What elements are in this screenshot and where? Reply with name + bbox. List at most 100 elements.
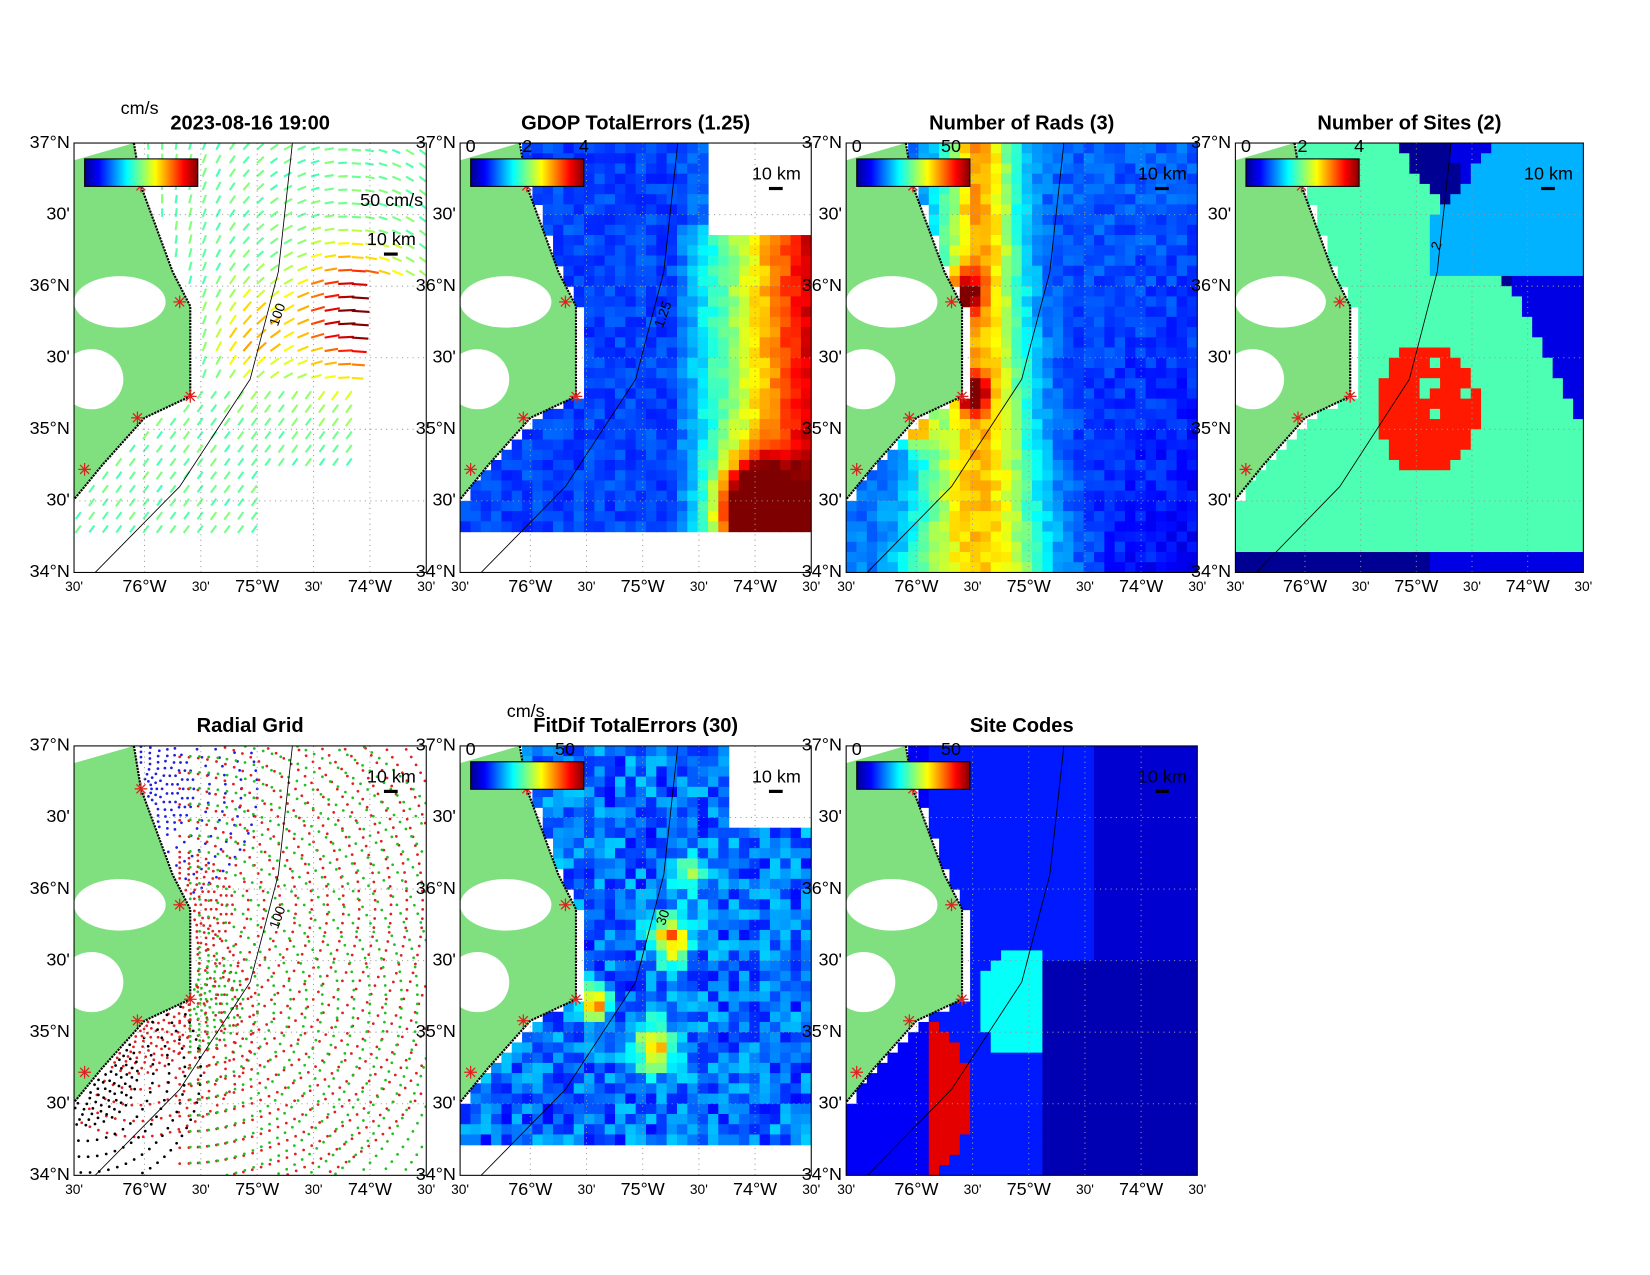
field-cell [1501, 388, 1513, 400]
field-cell [615, 347, 626, 359]
radial-grid-point [197, 895, 201, 899]
field-cell [990, 470, 1002, 482]
field-cell [1286, 500, 1298, 512]
field-cell [728, 408, 740, 420]
radial-grid-point [239, 871, 243, 875]
radial-grid-point [172, 813, 176, 817]
field-cell [697, 511, 709, 522]
field-cell [1052, 316, 1064, 328]
field-cell [1347, 296, 1359, 308]
field-cell [1429, 316, 1441, 328]
field-cell [1011, 357, 1023, 369]
field-cell [1135, 531, 1147, 543]
field-cell [949, 143, 961, 154]
field-cell [1409, 337, 1421, 349]
field-cell [1104, 419, 1116, 430]
radial-grid-point [214, 1002, 218, 1006]
field-cell [1532, 500, 1544, 512]
field-cell [1358, 265, 1370, 277]
current-vector [201, 315, 208, 325]
field-cell [1470, 224, 1482, 236]
radial-grid-point [292, 837, 296, 841]
field-cell [1176, 265, 1188, 277]
radial-grid-point [182, 840, 186, 844]
field-cell [1562, 408, 1574, 420]
radial-grid-point [230, 894, 234, 898]
lat-tick-label: 30' [1208, 346, 1231, 366]
current-vector [324, 347, 339, 353]
field-cell [1337, 449, 1349, 461]
field-cell [970, 316, 982, 328]
field-cell [1094, 183, 1105, 195]
field-cell [687, 367, 699, 379]
field-cell [1440, 275, 1451, 287]
radial-grid-point [183, 769, 187, 773]
radial-grid-point [296, 1038, 300, 1042]
current-vector [378, 202, 388, 207]
field-cell [604, 449, 616, 461]
field-cell [1521, 173, 1533, 185]
field-cell [1562, 521, 1574, 533]
field-cell [980, 490, 992, 502]
field-cell [1166, 357, 1178, 369]
radial-grid-point [222, 885, 226, 888]
current-vector [264, 404, 272, 414]
current-vector [228, 314, 237, 325]
field-cell [1532, 531, 1544, 543]
field-cell [1573, 316, 1584, 328]
radial-grid-point [293, 885, 296, 888]
field-cell [1317, 541, 1329, 553]
radial-grid-point [293, 1117, 296, 1121]
radial-grid-point [197, 1028, 201, 1032]
field-cell [1276, 531, 1288, 543]
field-cell [1552, 214, 1564, 226]
field-cell [1327, 480, 1339, 492]
field-cell [1166, 214, 1178, 226]
current-vector [297, 239, 307, 245]
field-cell [1176, 275, 1188, 287]
field-cell [1409, 367, 1421, 379]
field-cell [1419, 378, 1431, 390]
radial-grid-point [187, 856, 191, 860]
field-cell [1573, 143, 1584, 154]
field-cell [1011, 327, 1023, 338]
field-cell [1155, 419, 1167, 430]
radial-grid-point [196, 969, 200, 973]
radial-grid-point [165, 782, 169, 786]
field-cell [1155, 552, 1167, 563]
field-cell [1042, 511, 1054, 522]
field-cell [1073, 306, 1085, 318]
radial-grid-point [341, 979, 344, 983]
radial-grid-point [165, 820, 169, 824]
field-cell [990, 347, 1002, 359]
field-cell [1327, 245, 1339, 257]
field-cell [646, 408, 657, 420]
current-vector [263, 390, 272, 400]
field-cell [959, 490, 971, 502]
field-cell [1317, 143, 1329, 154]
radial-grid-point [175, 846, 179, 849]
field-cell [769, 521, 781, 533]
field-cell [1491, 459, 1503, 471]
field-cell [1176, 439, 1188, 451]
radial-grid-point [278, 912, 282, 916]
field-cell [584, 470, 595, 482]
field-cell [666, 490, 678, 502]
field-cell [928, 449, 940, 461]
field-cell [1094, 204, 1105, 216]
field-cell [676, 521, 688, 533]
field-cell [928, 521, 940, 533]
field-cell [542, 449, 554, 461]
field-cell [1166, 511, 1178, 522]
field-cell [1021, 552, 1033, 563]
field-cell [1573, 347, 1584, 359]
field-cell [1542, 511, 1554, 522]
field-cell [1135, 378, 1147, 390]
field-cell [604, 378, 616, 390]
field-cell [1460, 245, 1472, 257]
radial-grid-point [233, 1087, 237, 1091]
radial-grid-point [272, 971, 276, 975]
field-cell [800, 480, 812, 492]
field-cell [1481, 511, 1492, 522]
field-cell [1368, 521, 1380, 533]
